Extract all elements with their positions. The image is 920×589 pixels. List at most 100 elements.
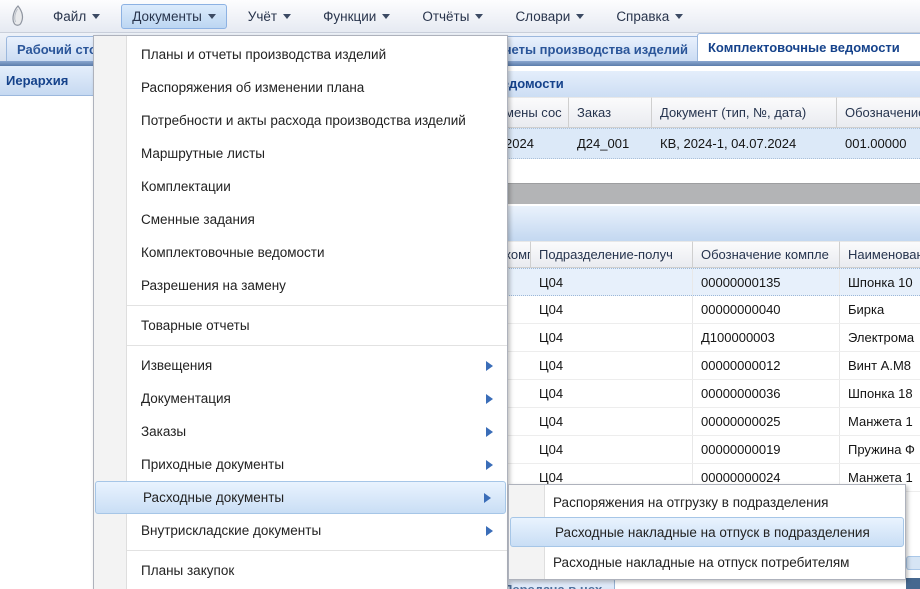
- tab-label: Рабочий стол: [17, 41, 105, 57]
- caret-down-icon: [207, 13, 216, 19]
- column-header-kit-designation[interactable]: Обозначение компле: [693, 241, 840, 268]
- menubar-item-dictionaries[interactable]: Словари: [504, 4, 595, 29]
- column-header-document[interactable]: Документ (тип, №, дата): [652, 97, 837, 128]
- menu-item-label: Комплектовочные ведомости: [141, 245, 325, 260]
- menu-item-route-sheets[interactable]: Маршрутные листы: [94, 137, 507, 170]
- menu-item-notifications[interactable]: Извещения: [94, 349, 507, 382]
- menubar-item-label: Документы: [132, 8, 202, 24]
- panel-title: Иерархия: [6, 73, 69, 88]
- cell-order: Д24_001: [577, 136, 630, 151]
- menu-item-label: Расходные накладные на отпуск в подразде…: [555, 524, 870, 540]
- cell-kit-designation: 00000000135: [693, 269, 840, 295]
- documents-dropdown-menu: Планы и отчеты производства изделий Расп…: [93, 35, 508, 589]
- cell-receiver-unit: Ц04: [531, 296, 693, 323]
- menu-item-production-plans[interactable]: Планы и отчеты производства изделий: [94, 38, 507, 71]
- menubar-item-label: Словари: [515, 8, 571, 24]
- menubar-item-accounting[interactable]: Учёт: [237, 4, 302, 29]
- cell-receiver-unit: Ц04: [531, 436, 693, 463]
- submenu-arrow-icon: [486, 393, 493, 404]
- cell-receiver-unit: Ц04: [531, 352, 693, 379]
- submenu-item-shipping-orders[interactable]: Распоряжения на отгрузку в подразделения: [509, 487, 905, 517]
- menubar-item-label: Отчёты: [422, 8, 470, 24]
- menu-item-purchase-plans[interactable]: Планы закупок: [94, 554, 507, 587]
- menu-item-goods-reports[interactable]: Товарные отчеты: [94, 309, 507, 342]
- menu-item-intrawarehouse-documents[interactable]: Внутрискладские документы: [94, 514, 507, 547]
- menu-item-label: Извещения: [141, 358, 213, 373]
- submenu-item-issue-notes-consumers[interactable]: Расходные накладные на отпуск потребител…: [509, 547, 905, 577]
- cell-kit-designation: 00000000012: [693, 352, 840, 379]
- menu-item-kitting[interactable]: Комплектации: [94, 170, 507, 203]
- menu-separator: [94, 345, 507, 346]
- caret-down-icon: [576, 13, 585, 19]
- menu-item-outgoing-documents[interactable]: Расходные документы: [95, 481, 506, 514]
- column-header-name[interactable]: Наименование: [840, 241, 920, 268]
- menubar-item-reports[interactable]: Отчёты: [411, 4, 494, 29]
- column-header-receiver-unit[interactable]: Подразделение-получ: [531, 241, 693, 268]
- menu-item-label: Расходные документы: [143, 490, 285, 505]
- menu-item-picking-lists[interactable]: Комплектовочные ведомости: [94, 236, 507, 269]
- cell-name: Шпонка 18: [848, 386, 913, 401]
- cell-receiver-unit: Ц04: [531, 408, 693, 435]
- submenu-arrow-icon: [486, 426, 493, 437]
- menu-item-orders[interactable]: Заказы: [94, 415, 507, 448]
- caret-down-icon: [475, 13, 484, 19]
- cell-kit-designation: 00000000025: [693, 408, 840, 435]
- cell-name: Манжета 1: [848, 470, 913, 485]
- menu-item-label: Товарные отчеты: [141, 318, 250, 333]
- menu-item-shift-tasks[interactable]: Сменные задания: [94, 203, 507, 236]
- column-header-designation[interactable]: Обозначение: [837, 97, 920, 128]
- submenu-arrow-icon: [486, 360, 493, 371]
- menu-item-incoming-documents[interactable]: Приходные документы: [94, 448, 507, 481]
- cell-receiver-unit: Ц04: [531, 324, 693, 351]
- menubar: Файл Документы Учёт Функции Отчёты Слова…: [0, 0, 920, 33]
- menu-item-label: Планы закупок: [141, 563, 235, 578]
- column-header-label: комп.: [505, 247, 530, 262]
- column-header-label: Документ (тип, №, дата): [660, 105, 807, 120]
- row-selection-edge: [906, 556, 920, 570]
- menubar-item-file[interactable]: Файл: [42, 4, 111, 29]
- cell-kit-designation: 00000000040: [693, 296, 840, 323]
- menu-separator: [94, 550, 507, 551]
- column-header-label: Подразделение-получ: [539, 247, 673, 262]
- cell-kit-designation: 00000000036: [693, 380, 840, 407]
- cell-name: Манжета 1: [848, 414, 913, 429]
- menubar-item-functions[interactable]: Функции: [312, 4, 401, 29]
- menu-item-replacement-permits[interactable]: Разрешения на замену: [94, 269, 507, 302]
- submenu-item-issue-notes-departments[interactable]: Расходные накладные на отпуск в подразде…: [510, 517, 904, 547]
- cell-receiver-unit: Ц04: [531, 380, 693, 407]
- cell-designation: 001.00000: [845, 136, 907, 151]
- menubar-item-help[interactable]: Справка: [605, 4, 694, 29]
- cell-name: Пружина Ф: [848, 442, 915, 457]
- caret-down-icon: [675, 13, 684, 19]
- outgoing-documents-submenu: Распоряжения на отгрузку в подразделения…: [508, 484, 906, 580]
- cell-receiver-unit: Ц04: [531, 464, 693, 491]
- menu-item-label: Документация: [141, 391, 231, 406]
- menu-item-label: Распоряжения на отгрузку в подразделения: [553, 494, 829, 510]
- cell-name: Шпонка 10: [848, 274, 913, 290]
- caret-down-icon: [382, 13, 391, 19]
- tab-label: Передача в цех: [503, 582, 602, 589]
- panel-corner: [906, 578, 920, 589]
- cell-document: КВ, 2024-1, 04.07.2024: [660, 136, 797, 151]
- column-header-label: мены сос: [505, 105, 562, 120]
- menu-item-label: Разрешения на замену: [141, 278, 286, 293]
- menubar-item-documents[interactable]: Документы: [121, 3, 227, 29]
- menu-item-plan-change-orders[interactable]: Распоряжения об изменении плана: [94, 71, 507, 104]
- tab-picking-lists[interactable]: Комплектовочные ведомости: [697, 33, 920, 61]
- column-header-label: Наименование: [848, 247, 920, 262]
- menu-item-documentation[interactable]: Документация: [94, 382, 507, 415]
- menu-item-label: Маршрутные листы: [141, 146, 266, 161]
- column-header-order[interactable]: Заказ: [569, 97, 652, 128]
- submenu-arrow-icon: [484, 492, 491, 503]
- menubar-item-label: Файл: [53, 8, 87, 24]
- cell-receiver-unit: Ц04: [531, 269, 693, 295]
- menu-item-label: Комплектации: [141, 179, 231, 194]
- submenu-arrow-icon: [486, 525, 493, 536]
- menu-item-label: Потребности и акты расхода производства …: [141, 113, 466, 128]
- menu-item-label: Заказы: [141, 424, 187, 439]
- menu-item-needs-and-consumption[interactable]: Потребности и акты расхода производства …: [94, 104, 507, 137]
- menubar-item-label: Функции: [323, 8, 377, 24]
- app-logo-icon: [12, 5, 24, 26]
- menu-separator: [94, 305, 507, 306]
- column-header-label: Заказ: [577, 105, 612, 120]
